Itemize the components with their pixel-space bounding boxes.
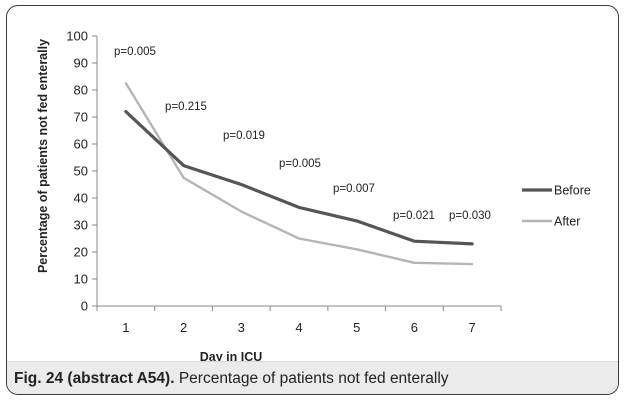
y-tick-label: 40 xyxy=(74,191,88,206)
y-axis-title: Percentage of patients not fed enterally xyxy=(36,39,50,273)
legend-label-before: Before xyxy=(554,184,591,198)
x-tick-label: 6 xyxy=(411,320,418,335)
legend-label-after: After xyxy=(554,215,580,229)
caption-label: Fig. 24 (abstract A54). xyxy=(14,370,175,387)
p-value-label: p=0.215 xyxy=(165,101,207,113)
p-value-label: p=0.021 xyxy=(393,210,435,222)
y-axis-ticks: 0 10 20 30 40 50 60 70 80 90 100 xyxy=(66,29,97,314)
p-value-label: p=0.030 xyxy=(449,210,491,222)
x-tick-label: 7 xyxy=(469,320,476,335)
p-value-annotations: p=0.005 p=0.215 p=0.019 p=0.005 p=0.007 p=0.0… xyxy=(114,46,491,222)
p-value-label: p=0.005 xyxy=(114,46,156,58)
series-line-after xyxy=(124,82,474,266)
y-tick-label: 50 xyxy=(74,164,88,179)
x-axis-ticks: 1 2 3 4 5 6 7 xyxy=(96,306,502,335)
p-value-label: p=0.005 xyxy=(279,158,321,170)
caption-text: Percentage of patients not fed enterally xyxy=(174,370,449,387)
x-tick-label: 1 xyxy=(122,320,129,335)
x-tick-label: 4 xyxy=(295,320,302,335)
y-tick-label: 30 xyxy=(74,218,88,233)
p-value-label: p=0.007 xyxy=(333,183,375,195)
y-tick-label: 10 xyxy=(74,272,88,287)
y-tick-label: 60 xyxy=(74,137,88,152)
series-lines xyxy=(124,82,474,266)
x-tick-label: 5 xyxy=(353,320,360,335)
y-tick-label: 90 xyxy=(74,56,88,71)
y-tick-label: 80 xyxy=(74,83,88,98)
y-tick-label: 20 xyxy=(74,245,88,260)
figure-caption: Fig. 24 (abstract A54). Percentage of pa… xyxy=(7,361,618,394)
x-tick-label: 2 xyxy=(180,320,187,335)
y-tick-label: 70 xyxy=(74,110,88,125)
y-tick-label: 0 xyxy=(81,299,88,314)
x-tick-label: 3 xyxy=(238,320,245,335)
y-tick-label: 100 xyxy=(66,29,88,44)
x-axis-title: Day in ICU xyxy=(200,350,263,363)
chart-legend: Before After xyxy=(522,184,591,229)
series-line-before xyxy=(124,109,474,246)
chart-axes xyxy=(96,36,501,307)
p-value-label: p=0.019 xyxy=(223,130,265,142)
